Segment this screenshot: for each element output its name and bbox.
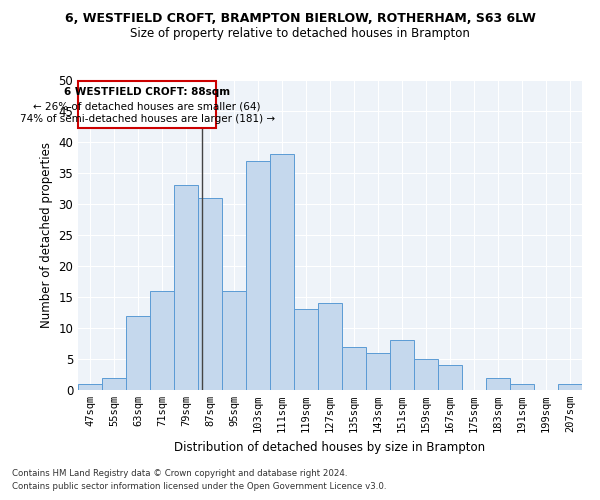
Bar [510,384,534,390]
Text: ← 26% of detached houses are smaller (64): ← 26% of detached houses are smaller (64… [34,101,261,111]
Bar [102,378,126,390]
Text: Contains HM Land Registry data © Crown copyright and database right 2024.: Contains HM Land Registry data © Crown c… [12,468,347,477]
X-axis label: Distribution of detached houses by size in Brampton: Distribution of detached houses by size … [175,440,485,454]
Bar [246,160,270,390]
Text: Size of property relative to detached houses in Brampton: Size of property relative to detached ho… [130,28,470,40]
Bar [126,316,150,390]
Bar [198,198,222,390]
Bar [414,359,438,390]
Bar [294,310,318,390]
Text: Contains public sector information licensed under the Open Government Licence v3: Contains public sector information licen… [12,482,386,491]
FancyBboxPatch shape [79,81,216,128]
Text: 74% of semi-detached houses are larger (181) →: 74% of semi-detached houses are larger (… [20,114,275,124]
Bar [366,353,390,390]
Bar [318,303,342,390]
Bar [78,384,102,390]
Bar [270,154,294,390]
Bar [558,384,582,390]
Bar [438,365,462,390]
Bar [390,340,414,390]
Y-axis label: Number of detached properties: Number of detached properties [40,142,53,328]
Bar [222,291,246,390]
Text: 6 WESTFIELD CROFT: 88sqm: 6 WESTFIELD CROFT: 88sqm [64,88,230,98]
Bar [174,186,198,390]
Text: 6, WESTFIELD CROFT, BRAMPTON BIERLOW, ROTHERHAM, S63 6LW: 6, WESTFIELD CROFT, BRAMPTON BIERLOW, RO… [65,12,535,26]
Bar [342,346,366,390]
Bar [150,291,174,390]
Bar [486,378,510,390]
